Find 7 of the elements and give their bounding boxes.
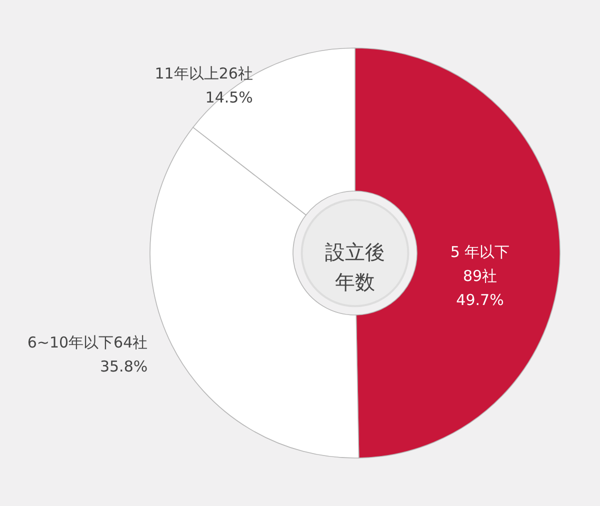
data-label: 14.5% (205, 88, 253, 106)
data-label: 49.7% (456, 290, 504, 309)
text: 設立後年数 (325, 240, 385, 294)
slice-label: 5 年以下 89社 (450, 242, 510, 285)
slice-label: 6~10年以下64社 (27, 334, 148, 352)
data-label: 35.8% (100, 358, 148, 376)
slice-label: 11年以上26社 (154, 64, 253, 82)
